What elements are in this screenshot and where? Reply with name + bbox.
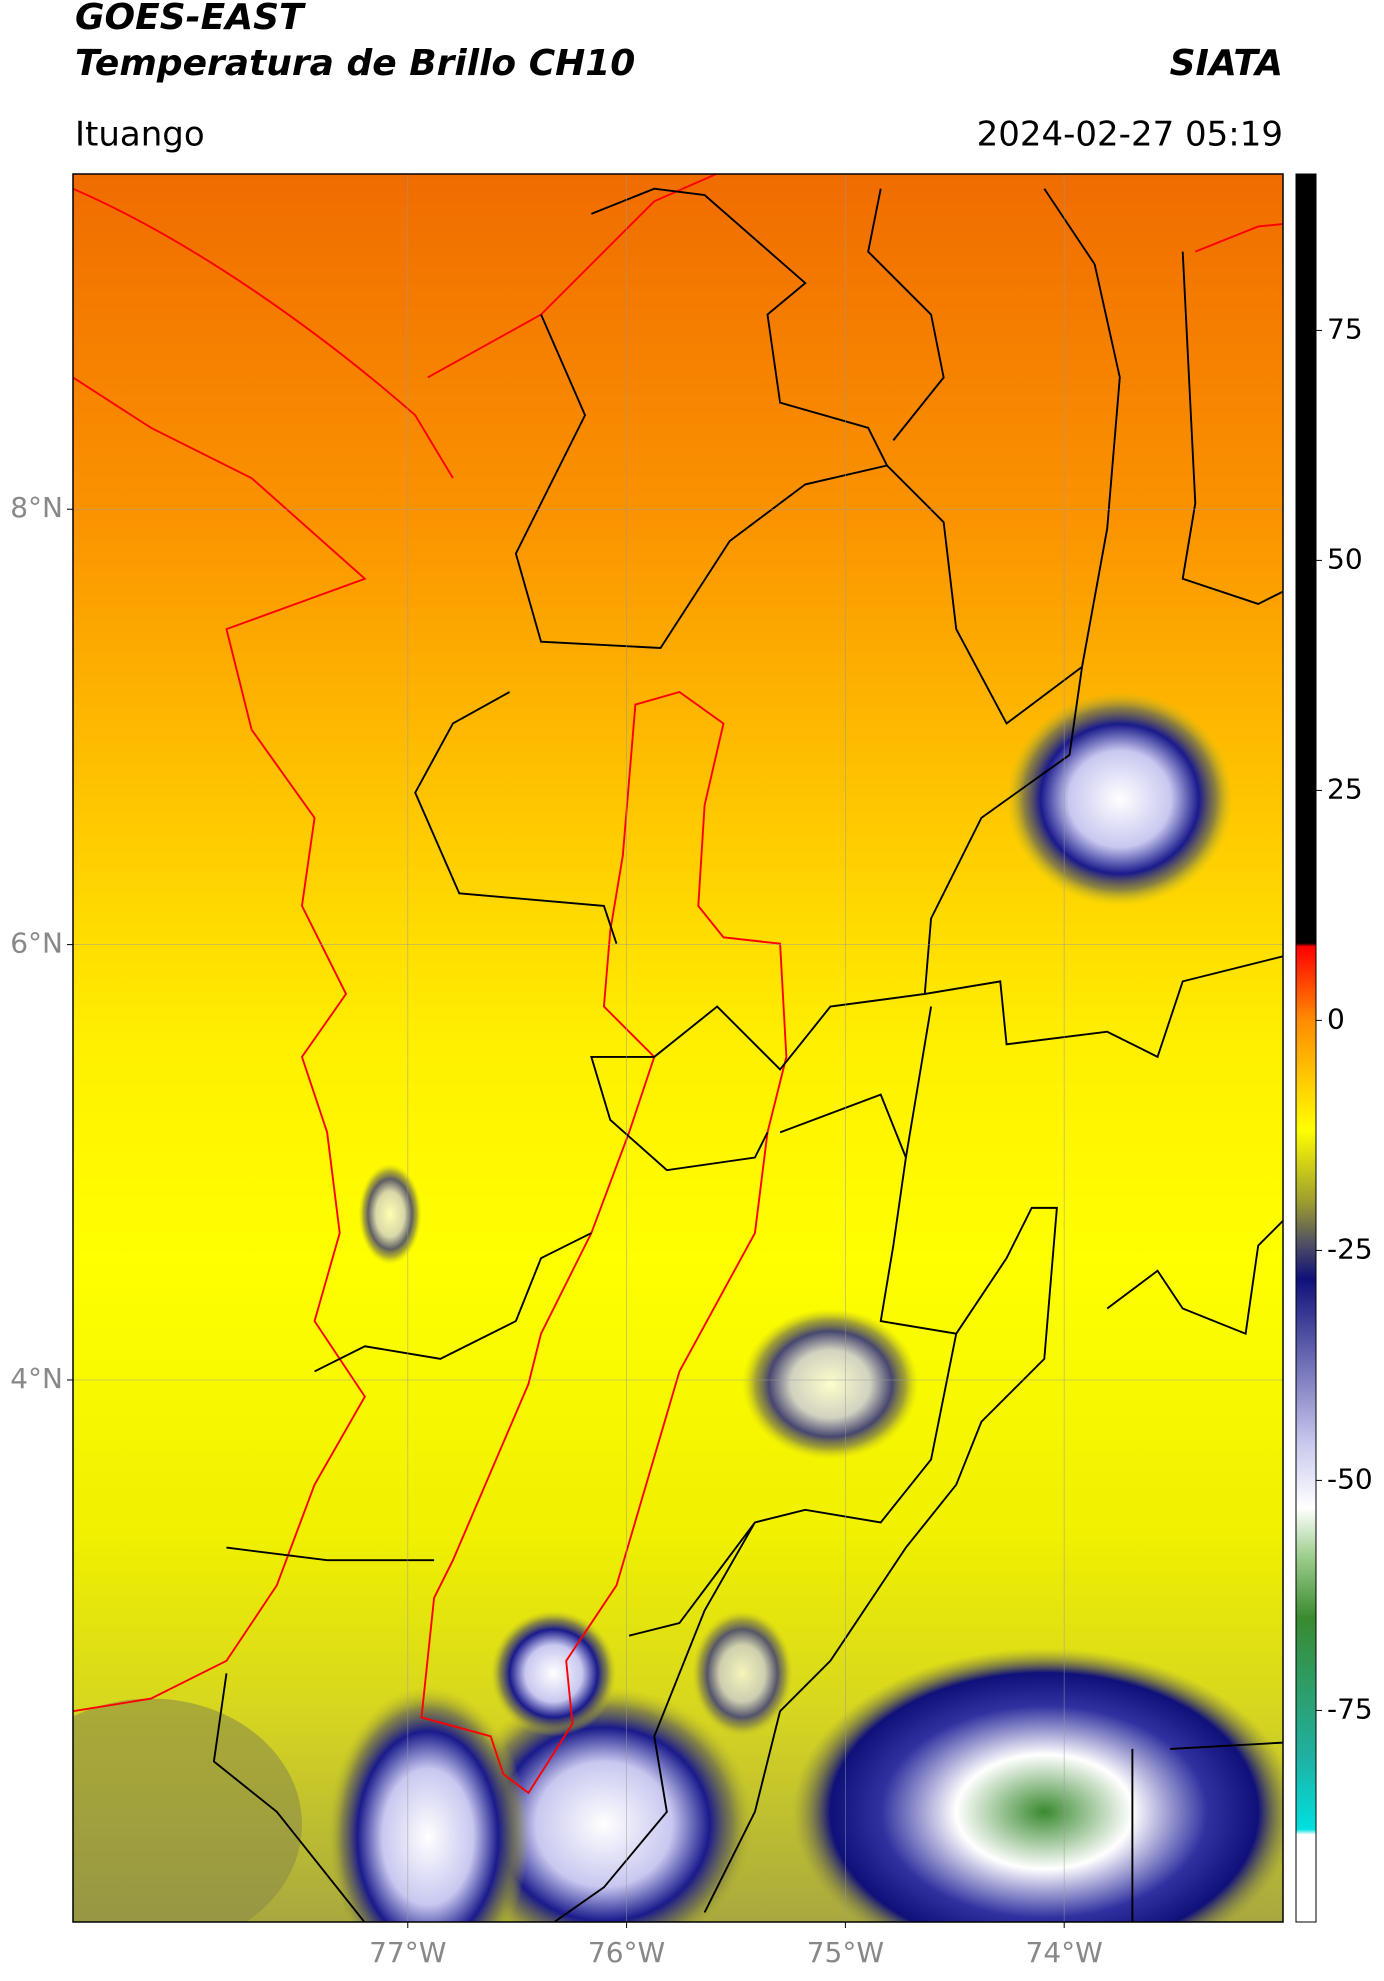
- subtitle: Temperatura de Brillo CH10: [75, 43, 635, 84]
- location: Ituango: [75, 115, 205, 155]
- map: [73, 174, 1283, 1922]
- colorbar-tick-label: -25: [1327, 1232, 1373, 1265]
- colorbar: [1295, 173, 1317, 1923]
- map-features: [73, 174, 1283, 1922]
- grid: [73, 174, 1283, 1922]
- x-tick-label: 77°W: [369, 1936, 446, 1969]
- map-background: [73, 174, 1283, 1922]
- colorbar-tick-label: 75: [1327, 312, 1363, 345]
- y-tick-label: 6°N: [10, 927, 63, 960]
- x-tick-label: 75°W: [807, 1936, 884, 1969]
- datetime: 2024-02-27 05:19: [977, 115, 1283, 155]
- colorbar-tick-label: -50: [1327, 1462, 1373, 1495]
- map-frame: [72, 173, 1284, 1923]
- colorbar-tick-label: 50: [1327, 542, 1363, 575]
- y-tick-label: 8°N: [10, 491, 63, 524]
- x-tick-label: 76°W: [588, 1936, 665, 1969]
- colorbar-tick-label: 0: [1327, 1002, 1345, 1035]
- source: SIATA: [1170, 43, 1283, 84]
- x-tick-label: 74°W: [1026, 1936, 1103, 1969]
- title: GOES-EAST: [75, 0, 306, 38]
- y-tick-label: 4°N: [10, 1362, 63, 1395]
- colorbar-tick-label: 25: [1327, 772, 1363, 805]
- colorbar-tick-label: -75: [1327, 1692, 1373, 1725]
